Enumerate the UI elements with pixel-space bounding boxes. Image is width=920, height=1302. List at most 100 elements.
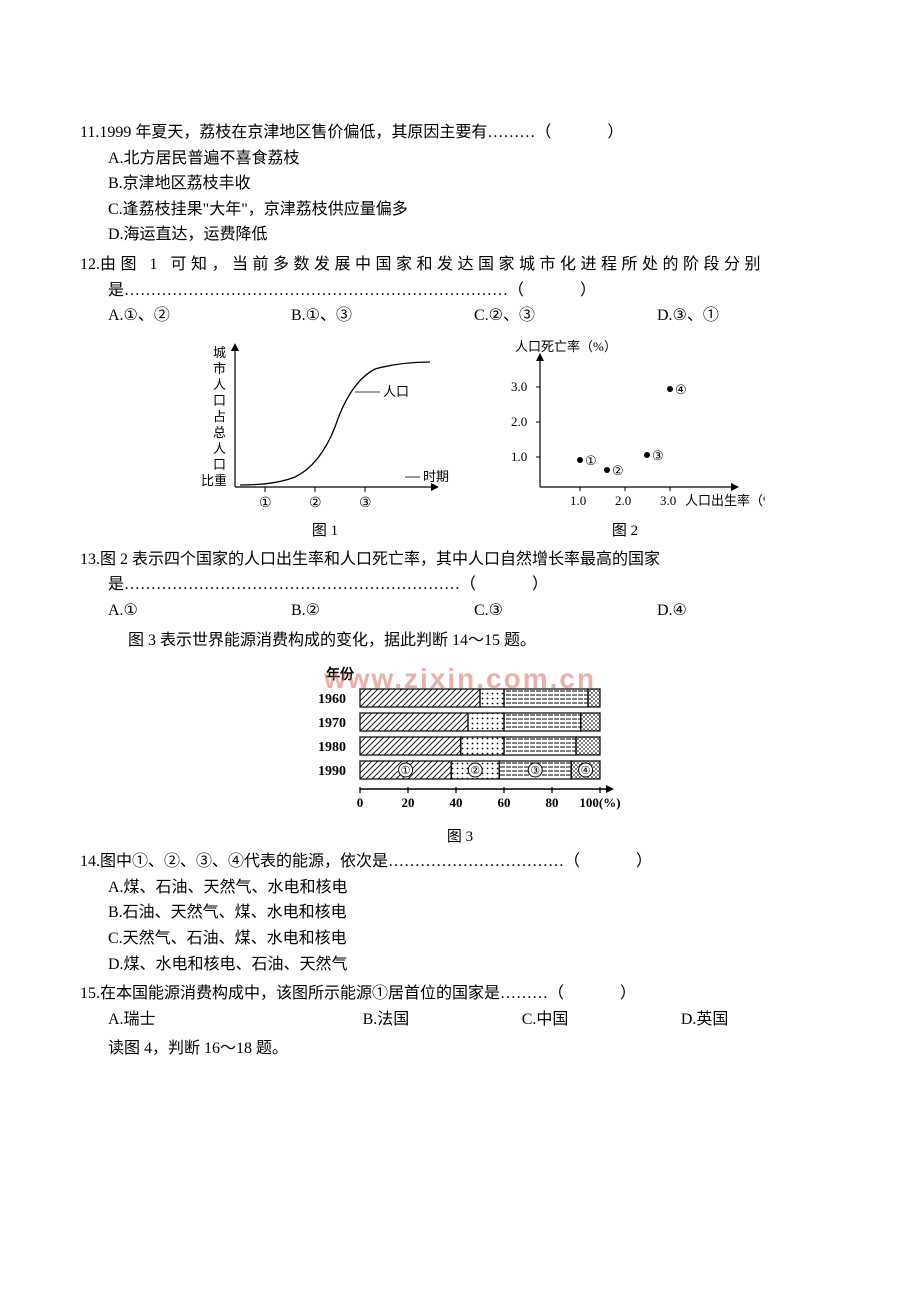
svg-text:1970: 1970	[318, 716, 346, 731]
q13-number: 13.	[80, 551, 100, 568]
q12-stem: 12.由图 1 可知，当前多数发展中国家和发达国家城市化进程所处的阶段分别	[80, 252, 840, 278]
q13-options: A.① B.② C.③ D.④	[80, 598, 840, 624]
fig1-tick1: ①	[259, 496, 272, 511]
svg-text:①: ①	[585, 453, 597, 468]
q14-option-c: C.天然气、石油、煤、水电和核电	[108, 926, 840, 952]
q12-options: A.①、② B.①、③ C.②、③ D.③、①	[80, 303, 840, 329]
figure-3-chart: 年份 1960197019801990①②③④ 020406080100(%)	[280, 661, 640, 821]
q15-paren: （ ）	[548, 985, 644, 1002]
question-13: 13.图 2 表示四个国家的人口出生率和人口死亡率，其中人口自然增长率最高的国家…	[80, 547, 840, 624]
svg-text:1960: 1960	[318, 692, 346, 707]
q11-option-d: D.海运直达，运费降低	[108, 222, 840, 248]
svg-text:②: ②	[470, 765, 480, 777]
q15-text: 在本国能源消费构成中，该图所示能源①居首位的国家是………	[100, 985, 548, 1002]
svg-text:②: ②	[612, 463, 624, 478]
q14-text: 图中①、②、③、④代表的能源，依次是……………………………	[100, 853, 564, 870]
svg-text:60: 60	[498, 795, 511, 810]
q11-number: 11.	[80, 124, 99, 141]
svg-text:20: 20	[402, 795, 415, 810]
q15-options: A.瑞士 B.法国 C.中国 D.英国	[80, 1007, 840, 1033]
svg-text:2.0: 2.0	[511, 414, 527, 429]
figure-3-block: www.zixin.com.cn 年份 1960197019801990①②③④…	[80, 661, 840, 821]
figure-1-caption: 图 1	[312, 519, 338, 543]
q15-option-d: D.英国	[681, 1007, 840, 1033]
q12-text1: 由图 1 可知，当前多数发展中国家和发达国家城市化进程所处的阶段分别	[100, 256, 765, 273]
q13-text2: 是………………………………………………………	[108, 576, 460, 593]
q14-stem: 14.图中①、②、③、④代表的能源，依次是……………………………（ ）	[80, 849, 840, 875]
fig1-xlabel: 时期	[423, 469, 449, 484]
svg-text:2.0: 2.0	[615, 493, 631, 508]
q12-number: 12.	[80, 256, 100, 273]
q13-paren: （ ）	[460, 576, 556, 593]
q11-text: 1999 年夏天，荔枝在京津地区售价偏低，其原因主要有………	[99, 124, 535, 141]
fig1-line-label: 人口	[383, 384, 409, 399]
q14-paren: （ ）	[564, 853, 660, 870]
figure-2-caption: 图 2	[612, 519, 638, 543]
q15-number: 15.	[80, 985, 100, 1002]
q12-text2: 是………………………………………………………………	[108, 282, 508, 299]
fig2-xlabel: 人口出生率（%）	[685, 493, 765, 508]
svg-text:100(%): 100(%)	[579, 795, 620, 810]
q14-option-b: B.石油、天然气、煤、水电和核电	[108, 900, 840, 926]
q11-option-b: B.京津地区荔枝丰收	[108, 171, 840, 197]
svg-text:80: 80	[546, 795, 559, 810]
fig1-tick3: ③	[359, 496, 372, 511]
q11-options: A.北方居民普遍不喜食荔枝 B.京津地区荔枝丰收 C.逢荔枝挂果"大年"，京津荔…	[80, 146, 840, 248]
svg-text:总: 总	[213, 425, 226, 440]
fig2-ylabel: 人口死亡率（%）	[515, 339, 617, 354]
figure-1-block: 城 市 人 口 占 总 人 口 比重 人口 时期 ①	[195, 337, 455, 543]
q15-option-a: A.瑞士	[108, 1007, 363, 1033]
q14-option-d: D.煤、水电和核电、石油、天然气	[108, 952, 840, 978]
q15-option-b: B.法国	[363, 1007, 522, 1033]
question-14: 14.图中①、②、③、④代表的能源，依次是……………………………（ ） A.煤、…	[80, 849, 840, 977]
svg-text:比重: 比重	[201, 473, 227, 488]
svg-text:④: ④	[675, 382, 687, 397]
q14-number: 14.	[80, 853, 100, 870]
svg-text:④: ④	[581, 765, 591, 777]
q13-option-b: B.②	[291, 598, 474, 624]
fig3-ylabel: 年份	[326, 666, 355, 683]
read-fig4: 读图 4，判断 16～18 题。	[80, 1036, 840, 1062]
q12-stem2: 是………………………………………………………………（ ）	[80, 278, 840, 304]
q13-option-a: A.①	[108, 598, 291, 624]
read-fig3: 图 3 表示世界能源消费构成的变化，据此判断 14～15 题。	[80, 628, 840, 654]
question-11: 11.1999 年夏天，荔枝在京津地区售价偏低，其原因主要有………（ ） A.北…	[80, 120, 840, 248]
svg-text:人: 人	[213, 377, 226, 392]
figures-1-2-row: 城 市 人 口 占 总 人 口 比重 人口 时期 ①	[80, 337, 840, 543]
svg-text:1.0: 1.0	[570, 493, 586, 508]
svg-text:③: ③	[652, 448, 664, 463]
question-15: 15.在本国能源消费构成中，该图所示能源①居首位的国家是………（ ） A.瑞士 …	[80, 981, 840, 1032]
svg-text:3.0: 3.0	[511, 379, 527, 394]
figure-1-chart: 城 市 人 口 占 总 人 口 比重 人口 时期 ①	[195, 337, 455, 517]
q12-option-d: D.③、①	[657, 303, 840, 329]
fig1-ylabel: 城	[213, 345, 226, 360]
svg-text:3.0: 3.0	[660, 493, 676, 508]
q11-stem: 11.1999 年夏天，荔枝在京津地区售价偏低，其原因主要有………（ ）	[80, 120, 840, 146]
figure-2-block: 人口死亡率（%） 1.0 2.0 3.0 1.0 2.0 3.0 人口出生率（%…	[485, 337, 765, 543]
svg-text:口: 口	[213, 393, 226, 408]
svg-text:1.0: 1.0	[511, 449, 527, 464]
q14-options: A.煤、石油、天然气、水电和核电 B.石油、天然气、煤、水电和核电 C.天然气、…	[80, 875, 840, 977]
q13-option-c: C.③	[474, 598, 657, 624]
q12-option-a: A.①、②	[108, 303, 291, 329]
svg-text:人: 人	[213, 441, 226, 456]
svg-text:①: ①	[401, 765, 411, 777]
q13-text1: 图 2 表示四个国家的人口出生率和人口死亡率，其中人口自然增长率最高的国家	[100, 551, 660, 568]
q15-stem: 15.在本国能源消费构成中，该图所示能源①居首位的国家是………（ ）	[80, 981, 840, 1007]
svg-text:占: 占	[213, 409, 226, 424]
figure-2-chart: 人口死亡率（%） 1.0 2.0 3.0 1.0 2.0 3.0 人口出生率（%…	[485, 337, 765, 517]
fig1-tick2: ②	[309, 496, 322, 511]
svg-text:0: 0	[357, 795, 364, 810]
q14-option-a: A.煤、石油、天然气、水电和核电	[108, 875, 840, 901]
svg-text:③: ③	[530, 765, 540, 777]
svg-text:1990: 1990	[318, 764, 346, 779]
q15-option-c: C.中国	[522, 1007, 681, 1033]
svg-text:市: 市	[213, 361, 226, 376]
q13-stem2: 是………………………………………………………（ ）	[80, 572, 840, 598]
question-12: 12.由图 1 可知，当前多数发展中国家和发达国家城市化进程所处的阶段分别 是……	[80, 252, 840, 329]
q11-option-c: C.逢荔枝挂果"大年"，京津荔枝供应量偏多	[108, 197, 840, 223]
svg-text:40: 40	[450, 795, 463, 810]
q13-stem: 13.图 2 表示四个国家的人口出生率和人口死亡率，其中人口自然增长率最高的国家	[80, 547, 840, 573]
figure-3-caption: 图 3	[80, 825, 840, 849]
q11-option-a: A.北方居民普遍不喜食荔枝	[108, 146, 840, 172]
